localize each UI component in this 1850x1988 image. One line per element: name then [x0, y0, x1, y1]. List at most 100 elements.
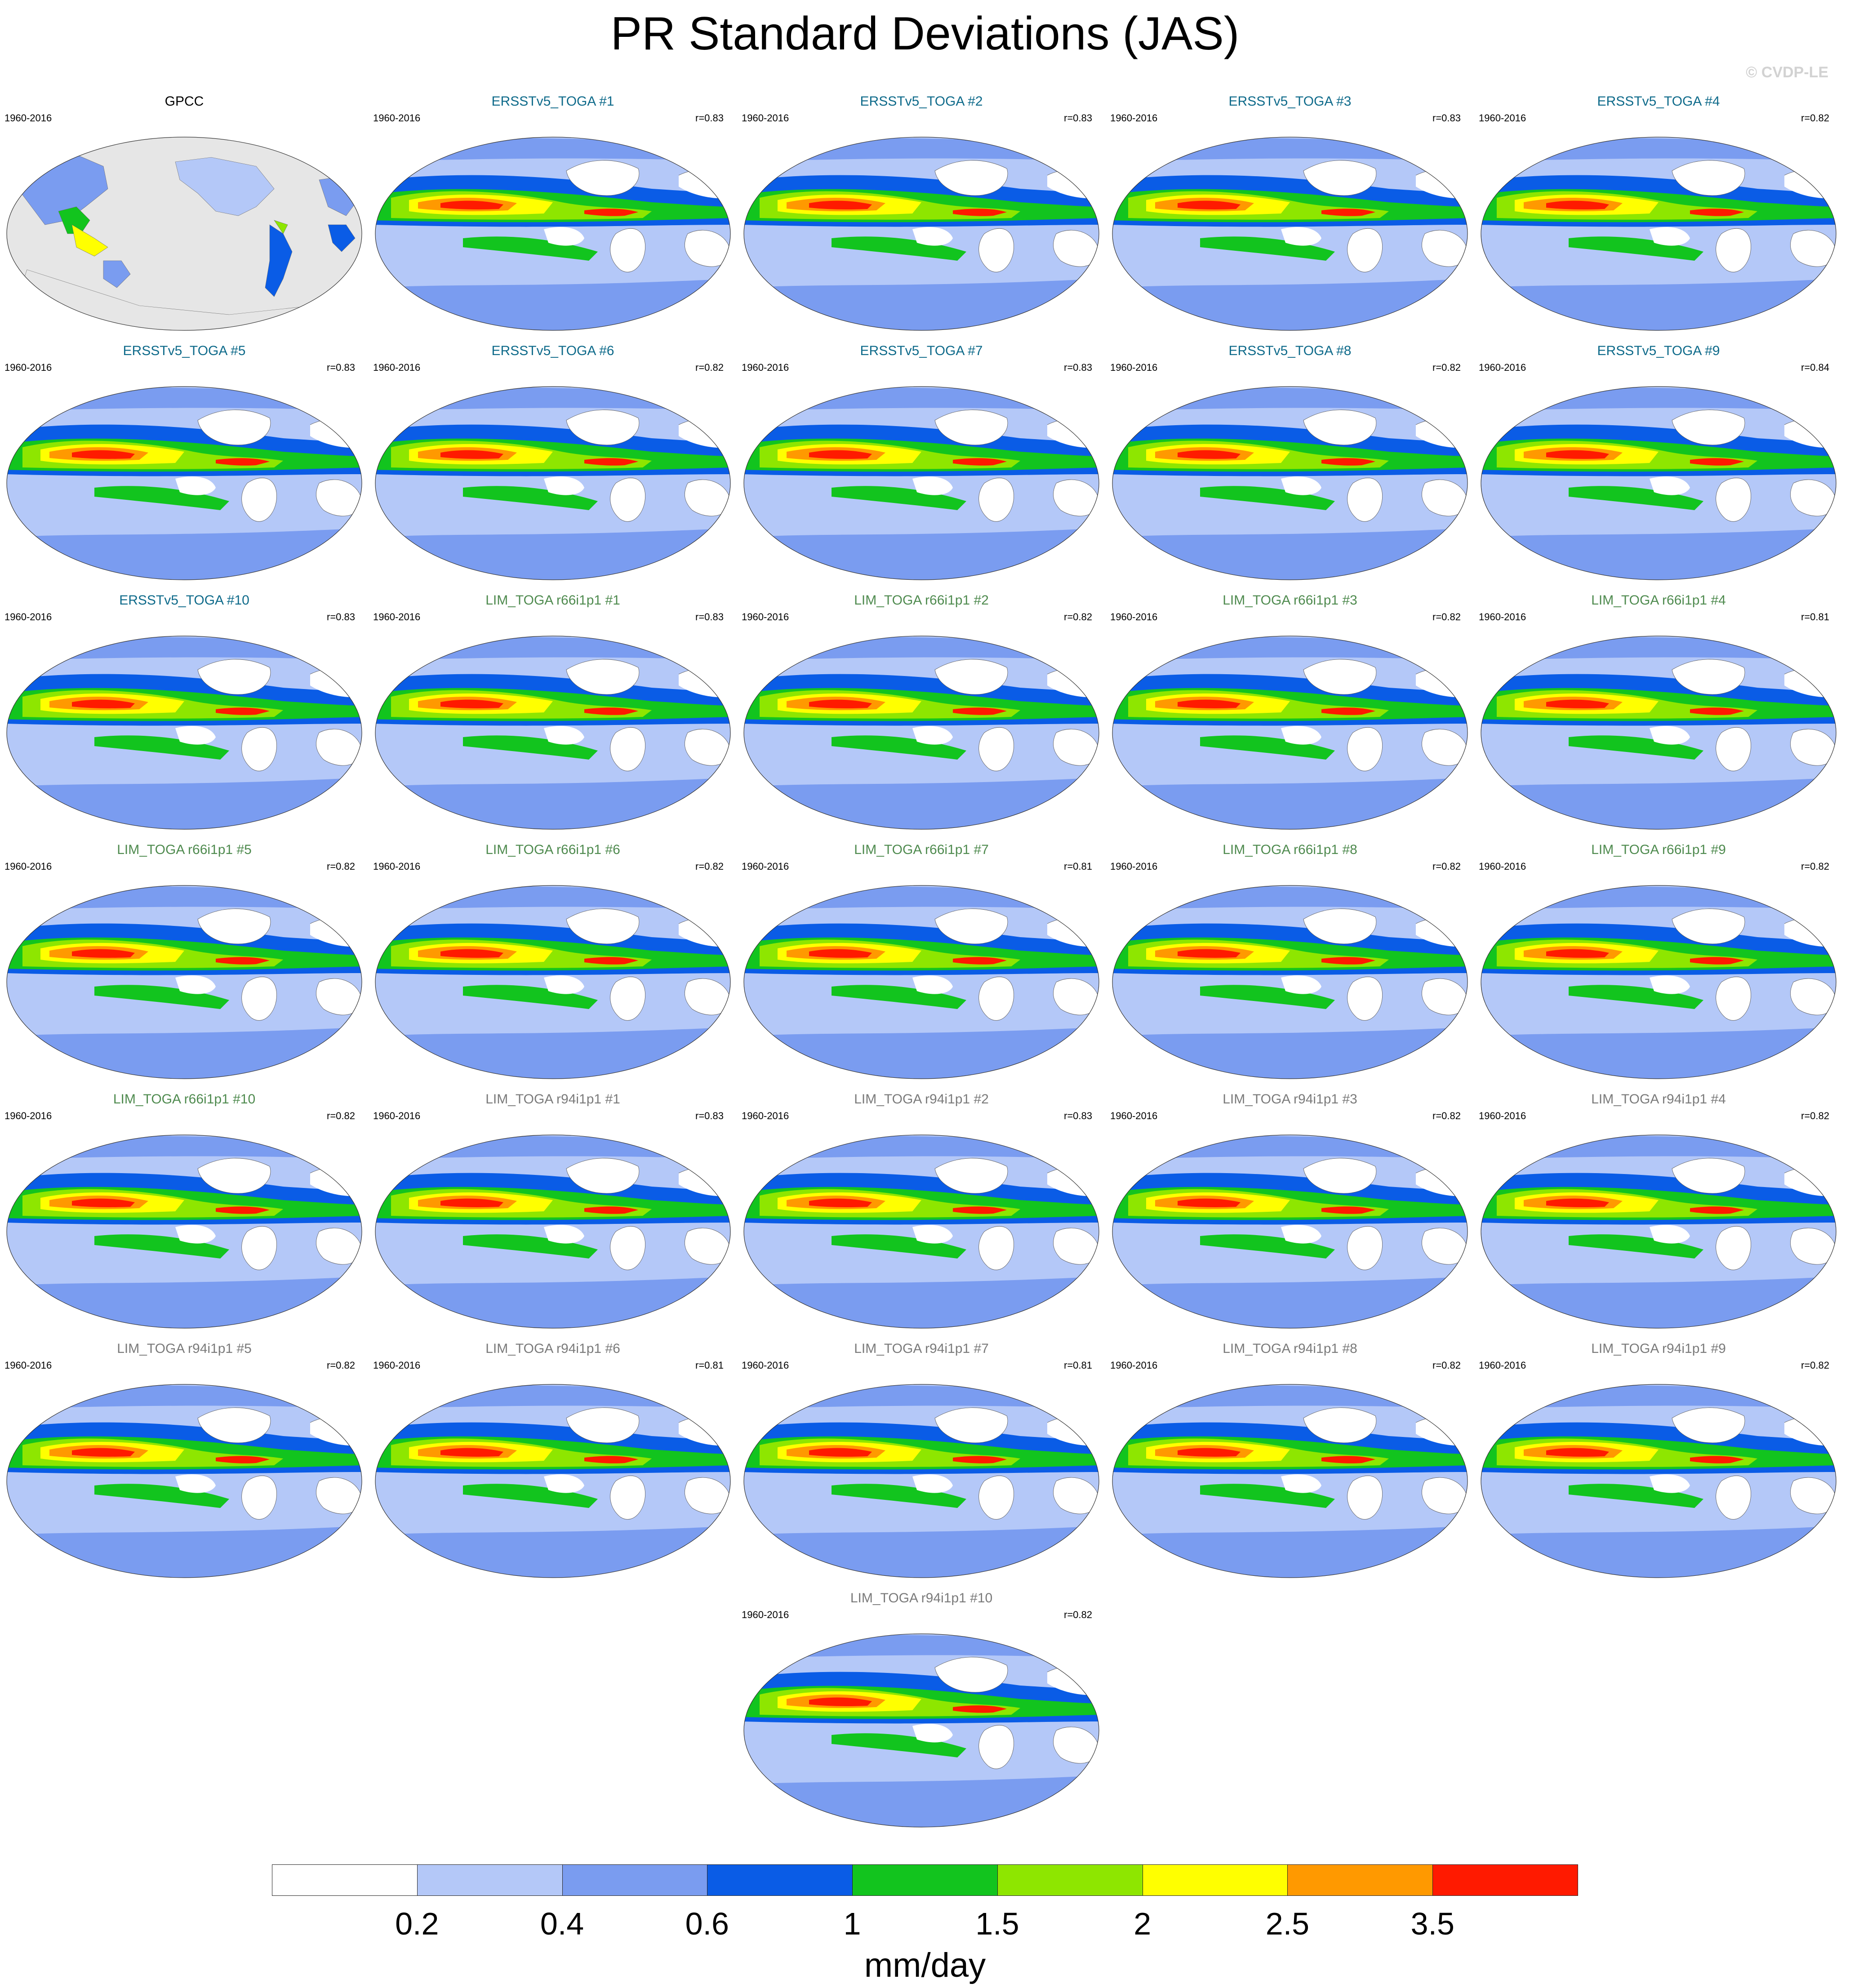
panel-correlation: r=0.83 — [695, 112, 724, 124]
map-panel: LIM_TOGA r94i1p1 #3 1960-2016 r=0.82 — [1110, 1088, 1470, 1335]
watermark: © CVDP-LE — [1746, 64, 1828, 81]
panel-correlation: r=0.81 — [1064, 1360, 1092, 1371]
colorbar-tick-label: 0.2 — [395, 1906, 439, 1941]
panel-correlation: r=0.82 — [327, 861, 355, 872]
precipitation-std-map — [743, 1384, 1099, 1578]
panel-period: 1960-2016 — [1110, 1360, 1158, 1371]
panel-correlation: r=0.83 — [1064, 112, 1092, 124]
map-panel: ERSSTv5_TOGA #10 1960-2016 r=0.83 — [4, 589, 364, 836]
panel-title: LIM_TOGA r66i1p1 #7 — [854, 842, 989, 857]
colorbar-swatch — [272, 1864, 418, 1896]
precipitation-std-map — [743, 636, 1099, 830]
panel-title: LIM_TOGA r94i1p1 #3 — [1223, 1092, 1357, 1107]
map-panel: LIM_TOGA r66i1p1 #4 1960-2016 r=0.81 — [1479, 589, 1838, 836]
colorbar-tick-label: 0.6 — [685, 1906, 729, 1941]
panel-title: LIM_TOGA r94i1p1 #4 — [1591, 1092, 1726, 1107]
panel-correlation: r=0.82 — [695, 861, 724, 872]
map-panel: LIM_TOGA r66i1p1 #1 1960-2016 r=0.83 — [373, 589, 733, 836]
precipitation-std-map — [1481, 636, 1837, 830]
panel-title: ERSSTv5_TOGA #8 — [1228, 343, 1352, 358]
panel-correlation: r=0.82 — [1432, 1110, 1461, 1121]
panel-title: LIM_TOGA r94i1p1 #2 — [854, 1092, 989, 1107]
panel-correlation: r=0.82 — [1801, 1360, 1829, 1371]
colorbar-tick-label: 1 — [843, 1906, 861, 1941]
panel-title: ERSSTv5_TOGA #6 — [491, 343, 614, 358]
panel-correlation: r=0.83 — [327, 362, 355, 373]
panel-period: 1960-2016 — [742, 611, 789, 623]
panel-period: 1960-2016 — [1110, 112, 1158, 124]
precipitation-std-map — [375, 137, 731, 331]
panel-period: 1960-2016 — [742, 1110, 789, 1121]
panel-title: LIM_TOGA r66i1p1 #9 — [1591, 842, 1726, 857]
panel-period: 1960-2016 — [742, 112, 789, 124]
panel-title: LIM_TOGA r94i1p1 #8 — [1223, 1341, 1357, 1356]
precipitation-std-map — [743, 885, 1099, 1079]
panel-title: LIM_TOGA r66i1p1 #10 — [113, 1092, 256, 1107]
precipitation-std-map — [1112, 137, 1468, 331]
panel-period: 1960-2016 — [4, 362, 52, 373]
panel-period: 1960-2016 — [1110, 362, 1158, 373]
panel-period: 1960-2016 — [4, 1110, 52, 1121]
panel-period: 1960-2016 — [1479, 861, 1526, 872]
panel-period: 1960-2016 — [373, 1360, 421, 1371]
panel-title: LIM_TOGA r94i1p1 #10 — [850, 1591, 993, 1606]
panel-title: LIM_TOGA r66i1p1 #6 — [485, 842, 620, 857]
map-panel: LIM_TOGA r94i1p1 #10 1960-2016 r=0.82 — [742, 1587, 1101, 1834]
panel-period: 1960-2016 — [1479, 112, 1526, 124]
map-panel: ERSSTv5_TOGA #6 1960-2016 r=0.82 — [373, 339, 733, 587]
map-panel: ERSSTv5_TOGA #7 1960-2016 r=0.83 — [742, 339, 1101, 587]
map-panel: LIM_TOGA r66i1p1 #3 1960-2016 r=0.82 — [1110, 589, 1470, 836]
panel-title: GPCC — [165, 94, 204, 109]
panel-title: LIM_TOGA r94i1p1 #1 — [485, 1092, 620, 1107]
map-panel: LIM_TOGA r66i1p1 #9 1960-2016 r=0.82 — [1479, 838, 1838, 1085]
panel-correlation: r=0.82 — [695, 362, 724, 373]
map-panel: LIM_TOGA r94i1p1 #1 1960-2016 r=0.83 — [373, 1088, 733, 1335]
panel-correlation: r=0.82 — [1432, 861, 1461, 872]
panel-correlation: r=0.82 — [327, 1360, 355, 1371]
precipitation-std-map — [743, 137, 1099, 331]
panel-period: 1960-2016 — [742, 362, 789, 373]
map-panel: GPCC 1960-2016 — [4, 90, 364, 337]
panel-period: 1960-2016 — [1479, 1110, 1526, 1121]
colorbar-swatch — [707, 1864, 853, 1896]
colorbar-swatch — [562, 1864, 708, 1896]
precipitation-std-map — [375, 636, 731, 830]
precipitation-std-map — [1112, 636, 1468, 830]
map-panel: LIM_TOGA r66i1p1 #10 1960-2016 r=0.82 — [4, 1088, 364, 1335]
precipitation-std-map — [1112, 885, 1468, 1079]
precipitation-std-map — [1481, 885, 1837, 1079]
panel-title: LIM_TOGA r66i1p1 #1 — [485, 593, 620, 608]
panel-title: LIM_TOGA r66i1p1 #5 — [117, 842, 252, 857]
map-panel: LIM_TOGA r94i1p1 #5 1960-2016 r=0.82 — [4, 1337, 364, 1584]
panel-period: 1960-2016 — [4, 112, 52, 124]
map-panel: LIM_TOGA r66i1p1 #7 1960-2016 r=0.81 — [742, 838, 1101, 1085]
panel-correlation: r=0.83 — [327, 611, 355, 623]
panel-period: 1960-2016 — [1479, 362, 1526, 373]
map-panel: LIM_TOGA r66i1p1 #6 1960-2016 r=0.82 — [373, 838, 733, 1085]
precipitation-std-map — [1112, 386, 1468, 580]
precipitation-std-map — [743, 1633, 1099, 1828]
colorbar-tick-label: 2 — [1134, 1906, 1152, 1941]
panel-correlation: r=0.82 — [1064, 611, 1092, 623]
panel-period: 1960-2016 — [4, 1360, 52, 1371]
panel-title: ERSSTv5_TOGA #10 — [119, 593, 249, 608]
panel-correlation: r=0.82 — [1801, 112, 1829, 124]
map-panel: LIM_TOGA r66i1p1 #8 1960-2016 r=0.82 — [1110, 838, 1470, 1085]
map-panel: ERSSTv5_TOGA #3 1960-2016 r=0.83 — [1110, 90, 1470, 337]
map-panel: LIM_TOGA r94i1p1 #2 1960-2016 r=0.83 — [742, 1088, 1101, 1335]
map-panel: LIM_TOGA r94i1p1 #9 1960-2016 r=0.82 — [1479, 1337, 1838, 1584]
panel-title: LIM_TOGA r66i1p1 #2 — [854, 593, 989, 608]
panel-correlation: r=0.81 — [1064, 861, 1092, 872]
panel-period: 1960-2016 — [1110, 1110, 1158, 1121]
panel-title: LIM_TOGA r94i1p1 #9 — [1591, 1341, 1726, 1356]
precipitation-std-map — [1112, 1134, 1468, 1329]
panel-period: 1960-2016 — [742, 1360, 789, 1371]
precipitation-std-map — [1112, 1384, 1468, 1578]
colorbar-swatch — [997, 1864, 1143, 1896]
map-panel: ERSSTv5_TOGA #9 1960-2016 r=0.84 — [1479, 339, 1838, 587]
colorbar-swatch — [852, 1864, 998, 1896]
colorbar-tick-label: 3.5 — [1410, 1906, 1454, 1941]
panel-title: ERSSTv5_TOGA #5 — [123, 343, 246, 358]
panel-title: ERSSTv5_TOGA #9 — [1597, 343, 1720, 358]
panel-period: 1960-2016 — [1479, 1360, 1526, 1371]
